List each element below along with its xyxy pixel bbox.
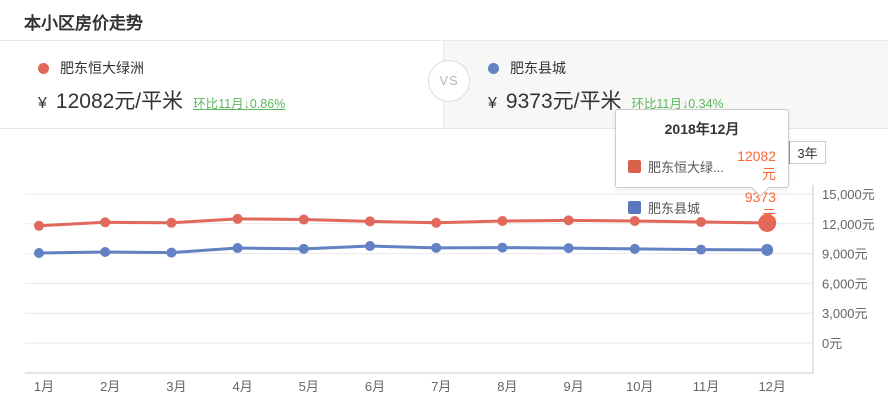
data-point-肥东恒大绿洲-5月[interactable]	[298, 214, 309, 225]
data-point-肥东恒大绿洲-6月[interactable]	[365, 216, 375, 227]
price-unit: 元/平米	[114, 90, 184, 113]
data-point-肥东恒大绿洲-8月[interactable]	[497, 216, 508, 227]
data-point-肥东县城-9月[interactable]	[563, 243, 574, 254]
data-point-肥东县城-2月[interactable]	[100, 247, 111, 258]
data-point-肥东县城-7月[interactable]	[431, 242, 442, 253]
data-point-肥东恒大绿洲-11月[interactable]	[696, 216, 706, 227]
county-price: 9373	[505, 90, 553, 113]
series-swatch-icon	[628, 159, 641, 173]
x-axis-tick-label: 3月	[166, 379, 186, 394]
data-point-肥东县城-12月[interactable]	[761, 243, 774, 256]
data-point-肥东恒大绿洲-7月[interactable]	[431, 217, 442, 228]
data-point-肥东县城-8月[interactable]	[497, 242, 508, 253]
x-axis-tick-label: 2月	[100, 379, 120, 394]
community-name: 肥东恒大绿洲	[60, 60, 144, 76]
currency-symbol: ¥	[38, 95, 47, 112]
tooltip-series-value: 12082元	[737, 148, 776, 182]
data-point-肥东恒大绿洲-2月[interactable]	[100, 217, 111, 228]
x-axis-tick-label: 9月	[563, 379, 583, 394]
price-unit: 元/平米	[552, 90, 622, 113]
comparison-panel-community: 肥东恒大绿洲 ¥ 12082 元/平米 环比11月↓0.86%	[0, 41, 444, 128]
tooltip-row: 肥东县城 9373元	[628, 189, 776, 225]
data-point-肥东县城-3月[interactable]	[166, 247, 177, 258]
tooltip-title: 2018年12月	[664, 121, 740, 137]
currency-symbol: ¥	[488, 95, 497, 112]
x-axis-tick-label: 7月	[431, 379, 451, 394]
data-point-肥东县城-4月[interactable]	[232, 243, 243, 254]
y-axis-tick-label: 12,000元	[822, 217, 875, 232]
series-line-肥东县城	[38, 244, 768, 255]
data-point-肥东县城-5月[interactable]	[298, 243, 309, 254]
tooltip-series-label: 肥东恒大绿...	[648, 159, 724, 175]
x-axis-tick-label: 12月	[758, 379, 785, 394]
blue-series-dot-icon	[488, 62, 499, 74]
x-axis-tick-label: 6月	[365, 379, 385, 394]
data-point-肥东县城-11月[interactable]	[696, 244, 706, 255]
x-axis-tick-label: 5月	[299, 379, 319, 394]
series-swatch-icon	[628, 200, 641, 214]
data-point-肥东恒大绿洲-1月[interactable]	[34, 220, 44, 231]
x-axis-tick-label: 11月	[693, 379, 720, 394]
tooltip-row: 肥东恒大绿... 12082元	[628, 148, 776, 184]
price-trend-chart[interactable]: 0元 3,000元 6,000元 9,000元 12,000元 15,000元 1月 2月 3月…	[0, 140, 888, 412]
series-line-肥东恒大绿洲	[38, 217, 768, 228]
chart-tooltip: 2018年12月 肥东恒大绿... 12082元肥东县城 9373元	[615, 109, 789, 223]
data-point-肥东恒大绿洲-10月[interactable]	[629, 216, 640, 227]
county-mom-change: 环比11月↓0.34%	[631, 97, 724, 111]
red-series-dot-icon	[38, 62, 49, 74]
county-name: 肥东县城	[510, 60, 566, 76]
data-point-肥东恒大绿洲-4月[interactable]	[232, 213, 243, 224]
tooltip-series-label: 肥东县城	[648, 200, 701, 216]
data-point-肥东县城-6月[interactable]	[365, 241, 375, 252]
y-axis-tick-label: 3,000元	[822, 306, 868, 321]
x-axis-tick-label: 10月	[626, 379, 653, 394]
page-title: 本小区房价走势	[24, 14, 143, 33]
vs-badge: VS	[428, 60, 470, 102]
community-price: 12082	[55, 90, 115, 113]
x-axis-tick-label: 8月	[497, 379, 517, 394]
tooltip-rows: 肥东恒大绿... 12082元肥东县城 9373元	[628, 148, 776, 225]
data-point-肥东恒大绿洲-12月[interactable]	[758, 213, 777, 232]
data-point-肥东县城-10月[interactable]	[629, 243, 640, 254]
x-axis-tick-label: 1月	[34, 379, 54, 394]
data-point-肥东恒大绿洲-9月[interactable]	[563, 215, 574, 226]
y-axis-tick-label: 6,000元	[822, 276, 868, 291]
y-axis-tick-label: 15,000元	[822, 187, 875, 202]
x-axis-tick-label: 4月	[232, 379, 252, 394]
data-point-肥东恒大绿洲-3月[interactable]	[166, 217, 177, 228]
y-axis-tick-label: 0元	[822, 336, 842, 351]
tooltip-series-value: 9373元	[744, 189, 776, 223]
header: 本小区房价走势	[0, 0, 888, 41]
range-tab-3年[interactable]: 3年	[790, 141, 826, 164]
community-mom-change: 环比11月↓0.86%	[193, 97, 286, 111]
data-point-肥东县城-1月[interactable]	[34, 248, 44, 259]
y-axis-tick-label: 9,000元	[822, 247, 868, 262]
